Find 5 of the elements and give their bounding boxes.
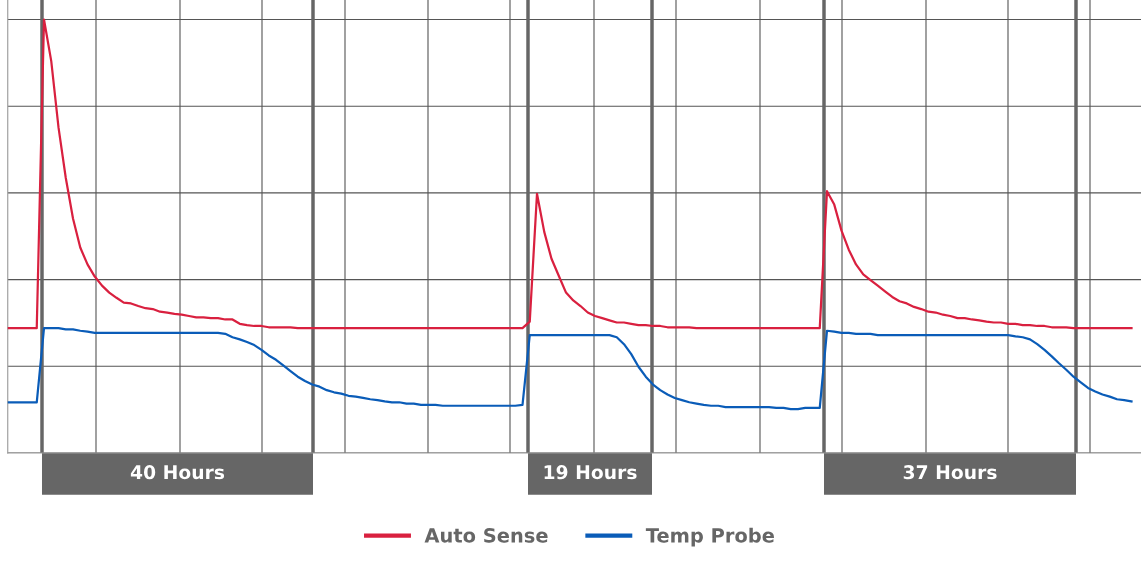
- legend-label: Auto Sense: [424, 528, 548, 543]
- text: 19 Hours: [544, 465, 637, 480]
- text: 37 Hours: [903, 465, 997, 480]
- legend-label: Temp Probe: [645, 527, 774, 547]
- text: 40 Hours: [130, 465, 225, 480]
